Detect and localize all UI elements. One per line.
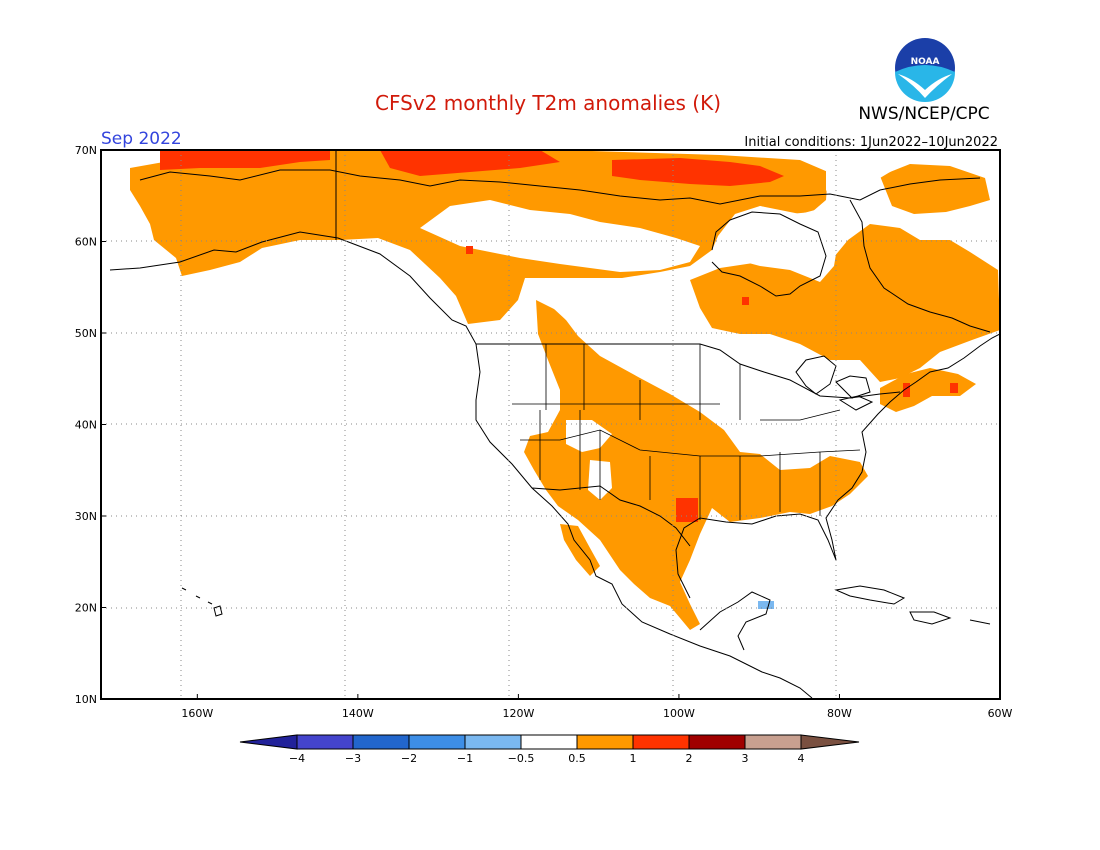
neutral-region-yukon (420, 200, 700, 272)
chart-title: CFSv2 monthly T2m anomalies (K) (375, 91, 721, 115)
neutral-region-rockies (566, 420, 612, 452)
lat-tick-label: 20N (75, 602, 97, 615)
lat-tick-label: 40N (75, 419, 97, 432)
colorbar-label: −1 (457, 752, 473, 765)
lat-tick-label: 60N (75, 236, 97, 249)
colorbar-label: −2 (401, 752, 417, 765)
coastline-hudson-bay (711, 211, 827, 297)
colorbar-swatch (800, 734, 860, 750)
colorbar: −4 −3 −2 −1 −0.5 0.5 1 2 3 4 (239, 734, 860, 765)
colorbar-label: −4 (289, 752, 305, 765)
lon-tick-label: 80W (827, 707, 852, 720)
colorbar-label: 0.5 (568, 752, 586, 765)
colorbar-swatch (408, 734, 466, 750)
colorbar-label: 1 (630, 752, 637, 765)
lat-tick-label: 50N (75, 327, 97, 340)
colorbar-swatch (576, 734, 634, 750)
colorbar-swatch (352, 734, 410, 750)
valid-month-label: Sep 2022 (101, 129, 182, 149)
axis-ticks: 160W 140W 120W 100W 80W 60W 70N 60N 50N 40N 30N 20N… (75, 144, 1013, 720)
noaa-logo: NOAA (895, 38, 955, 102)
neutral-region-bc (540, 296, 668, 328)
lon-tick-label: 160W (181, 707, 213, 720)
strong-warm-texas (676, 498, 698, 522)
colorbar-swatch (744, 734, 802, 750)
colorbar-label: −3 (345, 752, 361, 765)
strong-warm-quebec (742, 297, 749, 305)
colorbar-swatch (296, 734, 354, 750)
noaa-logo-text: NOAA (911, 57, 940, 67)
us-state-lines (512, 344, 861, 520)
colorbar-label: −0.5 (508, 752, 535, 765)
lat-tick-label: 30N (75, 510, 97, 523)
warm-region-plains (524, 300, 868, 630)
colorbar-swatch (464, 734, 522, 750)
lat-tick-label: 10N (75, 693, 97, 706)
warm-region-newengland (880, 368, 976, 412)
cool-spot-yucatan (758, 601, 774, 609)
colorbar-label: 3 (742, 752, 749, 765)
strong-warm-nova-scotia (950, 383, 958, 393)
lon-tick-label: 60W (988, 707, 1013, 720)
colorbar-label: 4 (798, 752, 805, 765)
colorbar-swatch (688, 734, 746, 750)
strong-warm-arctic-far-east (612, 158, 784, 186)
hawaii-islands (181, 587, 223, 617)
strong-warm-maine (903, 383, 910, 397)
colorbar-swatch (632, 734, 690, 750)
lat-tick-label: 70N (75, 144, 97, 157)
initial-conditions-label: Initial conditions: 1Jun2022–10Jun2022 (744, 135, 998, 150)
strong-warm-arctic-east (380, 150, 560, 176)
colorbar-label: 2 (686, 752, 693, 765)
warm-region-greenland (880, 164, 990, 214)
lon-tick-label: 140W (342, 707, 374, 720)
colorbar-swatch (239, 734, 298, 750)
anomaly-shading (130, 150, 1000, 630)
lon-tick-label: 100W (663, 707, 695, 720)
coastline-north-america (109, 231, 813, 699)
coastline-gulf (675, 333, 1000, 599)
canada-us-border (335, 150, 901, 399)
caribbean-islands (834, 585, 991, 625)
coastline-labrador (849, 199, 991, 333)
colorbar-swatch (520, 734, 578, 750)
neutral-region-arctic (826, 152, 900, 210)
agency-label: NWS/NCEP/CPC (858, 104, 989, 124)
strong-warm-nunavut (466, 246, 473, 254)
coastline-arctic (139, 169, 981, 205)
strong-warm-arctic-west (160, 150, 330, 170)
warm-region-baja (560, 524, 600, 576)
neutral-region-hudson (726, 206, 840, 282)
lon-tick-label: 120W (502, 707, 534, 720)
